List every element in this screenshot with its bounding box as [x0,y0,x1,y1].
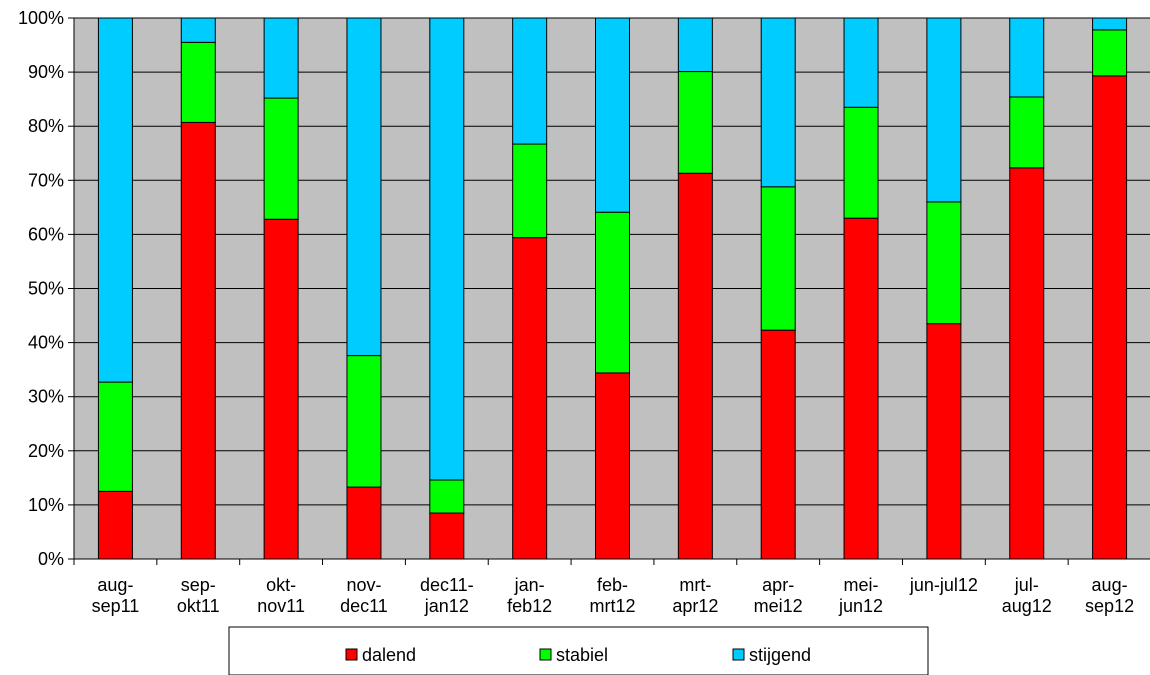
y-tick-label: 10% [28,495,64,515]
bar-segment-stabiel [843,106,879,219]
bar-segment-dalend [1092,75,1128,560]
x-tick-label: aug12 [1002,596,1052,616]
x-tick-label: nov11 [257,596,305,616]
x-tick-label: aug- [1092,575,1128,595]
x-tick-label: sep11 [92,596,140,616]
x-tick-label: nov- [346,575,381,595]
legend-label-dalend: dalend [362,645,416,665]
bar-segment-dalend [843,217,879,560]
y-tick-label: 20% [28,441,64,461]
bar-segment-stabiel [346,355,382,488]
bar-segment-dalend [429,512,465,560]
x-tick-label: sep12 [1085,596,1134,616]
axes [68,17,1150,565]
bar-segment-dalend [677,172,713,560]
bar-segment-dalend [595,372,630,560]
bar-segment-stabiel [180,41,216,123]
y-tick-label: 100% [18,8,64,28]
legend-swatch-dalend [345,648,358,661]
bar-segment-stijgend [429,17,465,481]
bar-segment-stijgend [263,17,299,99]
y-tick-label: 70% [28,170,64,190]
y-tick-label: 50% [28,279,64,299]
y-tick-label: 80% [28,116,64,136]
bar-segment-stijgend [677,17,713,73]
bar-segment-stijgend [180,17,216,43]
x-tick-label: dec11- [420,575,474,595]
x-tick-label: feb- [597,575,628,595]
y-tick-label: 0% [38,549,64,569]
bar-segment-stijgend [926,17,962,203]
bar-segment-stijgend [595,17,630,213]
bar-segment-stabiel [429,479,465,514]
x-tick-label: feb12 [507,596,552,616]
bar-segment-dalend [263,218,299,560]
bar-segment-stijgend [1092,17,1128,31]
y-tick-label: 40% [28,333,64,353]
x-tick-label: mrt- [679,575,711,595]
x-tick-label: aug- [97,575,133,595]
x-tick-label: okt11 [177,596,220,616]
legend-label-stijgend: stijgend [749,645,811,665]
legend-label-stabiel: stabiel [556,645,608,665]
legend-swatch-stabiel [539,648,552,661]
bar-segment-dalend [180,121,216,560]
bar-segment-dalend [760,329,796,560]
bar-segment-stijgend [512,17,548,145]
x-tick-label: dec11 [340,596,388,616]
bar-segment-stabiel [760,186,796,331]
bar-segment-stabiel [1009,96,1045,169]
x-tick-label: mei12 [754,596,803,616]
bar-segment-stabiel [263,97,299,220]
bar-segment-stabiel [1092,29,1128,77]
bar-segment-dalend [926,323,962,560]
bar-segment-stabiel [926,201,962,325]
bar-segment-dalend [1009,167,1045,560]
legend-swatch-stijgend [732,648,745,661]
x-tick-label: jul- [1014,575,1039,595]
x-tick-label: mrt12 [589,596,635,616]
bar-segment-dalend [346,486,382,560]
legend: dalend stabiel stijgend [228,626,929,675]
y-tick-labels: 0% 10% 20% 30% 40% 50% 60% 70% 80% 90% 100% [18,8,64,569]
bar-segment-stabiel [595,211,630,374]
bar-segment-stabiel [97,381,133,492]
bar-segment-dalend [97,490,133,560]
x-tick-label: jun-jul12 [909,575,978,595]
bar-segment-stijgend [843,17,879,108]
y-tick-label: 30% [28,387,64,407]
bar-segment-stijgend [97,17,133,383]
bar-segment-dalend [512,237,548,560]
x-tick-label: jan12 [424,596,469,616]
x-tick-label: okt- [266,575,296,595]
bar-segment-stabiel [512,143,548,239]
x-tick-label: apr- [762,575,794,595]
bar-segment-stijgend [1009,17,1045,98]
bar-segment-stijgend [346,17,382,357]
x-tick-label: jan- [514,575,545,595]
y-tick-label: 60% [28,224,64,244]
bars [97,17,1128,560]
bar-segment-stabiel [677,71,713,174]
x-tick-label: sep- [181,575,216,595]
y-tick-label: 90% [28,62,64,82]
x-tick-label: jun12 [838,596,883,616]
x-tick-label: apr12 [672,596,718,616]
x-tick-label: mei- [844,575,879,595]
bar-segment-stijgend [760,17,796,188]
x-tick-labels: aug-sep11 sep-okt11 okt-nov11 nov-dec11 dec1… [92,575,1135,616]
